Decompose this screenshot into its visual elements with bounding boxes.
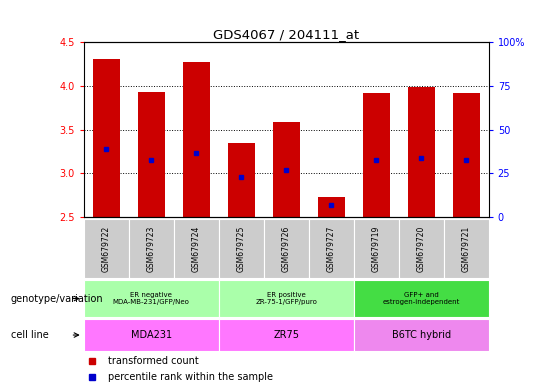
Text: GSM679725: GSM679725 — [237, 225, 246, 272]
Bar — [264, 219, 309, 278]
Bar — [183, 62, 210, 217]
Text: GSM679719: GSM679719 — [372, 225, 381, 272]
Text: GSM679722: GSM679722 — [102, 225, 111, 272]
Text: GSM679723: GSM679723 — [147, 225, 156, 272]
Text: GSM679724: GSM679724 — [192, 225, 201, 272]
Bar — [138, 92, 165, 217]
Text: genotype/variation: genotype/variation — [11, 293, 104, 304]
Bar — [93, 59, 120, 217]
Text: cell line: cell line — [11, 330, 49, 340]
Text: GSM679727: GSM679727 — [327, 225, 336, 272]
Bar — [219, 219, 264, 278]
Text: percentile rank within the sample: percentile rank within the sample — [108, 372, 273, 382]
Text: ZR75: ZR75 — [273, 330, 299, 340]
Bar — [219, 280, 354, 317]
Bar — [453, 93, 480, 217]
Bar — [129, 219, 174, 278]
Text: GSM679720: GSM679720 — [417, 225, 426, 272]
Bar — [363, 93, 390, 217]
Bar — [354, 319, 489, 351]
Bar — [174, 219, 219, 278]
Bar — [408, 87, 435, 217]
Bar — [273, 122, 300, 217]
Bar — [354, 280, 489, 317]
Text: GSM679721: GSM679721 — [462, 225, 471, 272]
Bar — [228, 143, 255, 217]
Text: ER positive
ZR-75-1/GFP/puro: ER positive ZR-75-1/GFP/puro — [255, 292, 317, 305]
Bar — [84, 319, 219, 351]
Bar — [444, 219, 489, 278]
Bar — [318, 197, 345, 217]
Text: ER negative
MDA-MB-231/GFP/Neo: ER negative MDA-MB-231/GFP/Neo — [113, 292, 190, 305]
Text: MDA231: MDA231 — [131, 330, 172, 340]
Bar — [84, 280, 219, 317]
Text: B6TC hybrid: B6TC hybrid — [392, 330, 451, 340]
Text: transformed count: transformed count — [108, 356, 199, 366]
Bar — [354, 219, 399, 278]
Bar — [399, 219, 444, 278]
Bar — [309, 219, 354, 278]
Bar — [84, 219, 129, 278]
Text: GSM679726: GSM679726 — [282, 225, 291, 272]
Text: GFP+ and
estrogen-independent: GFP+ and estrogen-independent — [382, 292, 460, 305]
Title: GDS4067 / 204111_at: GDS4067 / 204111_at — [213, 28, 359, 41]
Bar — [219, 319, 354, 351]
